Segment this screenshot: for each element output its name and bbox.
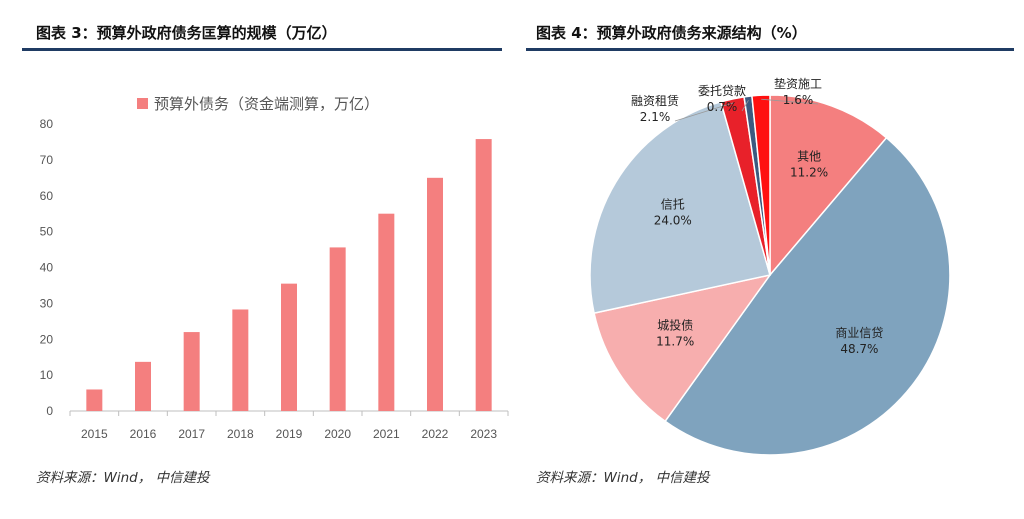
- leader-line: [761, 98, 819, 105]
- pie-chart: 其他 11.2% 商业信贷 48.7% 城投债 11.7% 信托 24.0% 融资租赁 2.1% 委…: [589, 76, 951, 456]
- slice-value-label: 11.7%: [656, 334, 694, 348]
- slice-name-label: 融资租赁: [631, 94, 679, 108]
- title-rule: [526, 48, 1014, 51]
- bar: [378, 213, 395, 411]
- bar: [427, 177, 443, 411]
- bar: [183, 332, 200, 411]
- leader-line: [741, 100, 749, 112]
- left-panel: 图表 3：预算外政府债务匡算的规模（万亿） 预算外债务（资金端测算，万亿） 0 10…: [22, 24, 509, 486]
- pie-slice: [769, 94, 888, 278]
- title-rule: [22, 48, 502, 51]
- slice-value-label: 0.7%: [707, 100, 738, 114]
- legend-swatch: [137, 98, 148, 109]
- slice-name-label: 垫资施工: [774, 76, 822, 91]
- y-tick-label: 80: [40, 117, 54, 131]
- x-tick-label: 2018: [227, 427, 254, 441]
- right-panel: 图表 4：预算外政府债务来源结构（%） 其他 11.2% 商业信贷 48.7% 城投债 1…: [512, 0, 1024, 519]
- y-tick-label: 10: [40, 368, 54, 382]
- x-tick-label: 2016: [130, 427, 157, 441]
- x-tick-label: 2021: [373, 427, 400, 441]
- pie-slice: [593, 273, 772, 423]
- bar: [281, 283, 297, 411]
- x-tick-label: 2019: [276, 427, 303, 441]
- x-tick-label: 2015: [81, 427, 108, 441]
- slice-name-label: 其他: [797, 150, 821, 164]
- y-tick-label: 40: [40, 261, 54, 275]
- slice-name-label: 商业信贷: [835, 325, 883, 340]
- bar: [232, 309, 249, 411]
- bar: [475, 139, 492, 411]
- pie-chart-source: 资料来源：Wind， 中信建投: [536, 470, 710, 486]
- pie-slice: [664, 136, 951, 456]
- bar: [86, 389, 103, 411]
- y-tick-label: 60: [40, 189, 54, 203]
- x-tick-label: 2023: [470, 427, 497, 441]
- bar-chart: 预算外债务（资金端测算，万亿） 0 10 20 30 40 50 60 70 80 2015 2016…: [40, 95, 509, 441]
- slice-value-label: 2.1%: [640, 110, 671, 124]
- x-tick-label: 2022: [422, 427, 449, 441]
- slice-name-label: 城投债: [657, 317, 693, 332]
- legend-label: 预算外债务（资金端测算，万亿）: [154, 95, 379, 113]
- slice-value-label: 24.0%: [654, 214, 692, 228]
- bar: [135, 361, 151, 411]
- y-tick-label: 20: [40, 332, 54, 346]
- bar: [329, 247, 346, 411]
- y-tick-label: 70: [40, 153, 54, 167]
- slice-value-label: 11.2%: [790, 166, 828, 180]
- slice-name-label: 委托贷款: [698, 84, 746, 98]
- bar-chart-title: 图表 3：预算外政府债务匡算的规模（万亿）: [36, 24, 337, 42]
- y-tick-label: 30: [40, 296, 54, 310]
- leader-line: [674, 102, 734, 122]
- slice-name-label: 信托: [661, 198, 685, 212]
- y-tick-label: 50: [40, 225, 54, 239]
- pie-slice: [751, 94, 771, 276]
- x-tick-label: 2020: [324, 427, 351, 441]
- x-tick-label: 2017: [178, 427, 205, 441]
- pie-slice: [589, 100, 771, 315]
- y-tick-label: 0: [46, 404, 53, 418]
- slice-value-label: 1.6%: [783, 93, 814, 107]
- bar-chart-source: 资料来源：Wind， 中信建投: [36, 470, 210, 486]
- pie-chart-title: 图表 4：预算外政府债务来源结构（%）: [536, 24, 807, 42]
- slice-value-label: 48.7%: [840, 342, 878, 356]
